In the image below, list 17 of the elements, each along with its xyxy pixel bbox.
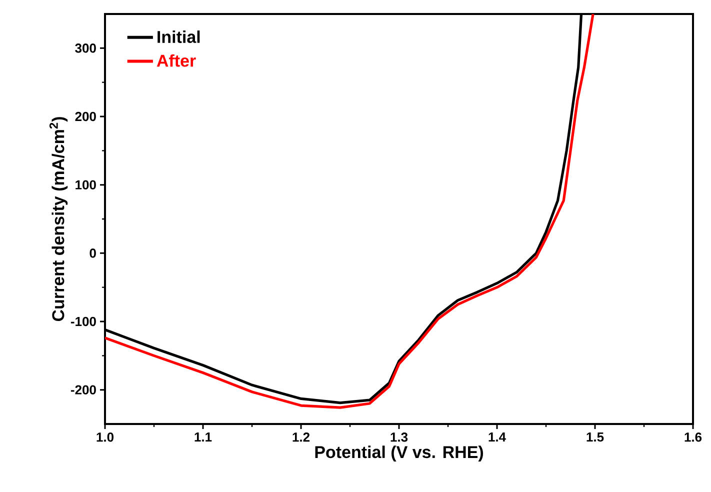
x-tick-label: 1.4 [488, 432, 506, 442]
x-tick-label: 1.0 [96, 432, 114, 442]
x-axis-title: Potential (V vs. RHE) [315, 446, 484, 462]
x-tick-label: 1.1 [194, 432, 212, 442]
y-tick-label: -200 [70, 385, 96, 394]
x-tick-label: 1.6 [684, 432, 702, 442]
x-tick-label: 1.2 [292, 432, 310, 442]
legend-label: Initial [158, 30, 200, 43]
legend-label: After [156, 54, 196, 67]
y-tick-label: 0 [90, 248, 96, 258]
y-tick-label: 300 [75, 44, 96, 53]
y-axis-title: Current density (mA/cm$^{2}$) [49, 117, 68, 322]
y-tick-label: 200 [75, 112, 96, 122]
x-tick-label: 1.5 [586, 432, 604, 442]
x-tick-label: 1.3 [390, 432, 408, 442]
y-tick-label: -100 [70, 316, 96, 326]
y-tick-label: 100 [76, 180, 96, 190]
